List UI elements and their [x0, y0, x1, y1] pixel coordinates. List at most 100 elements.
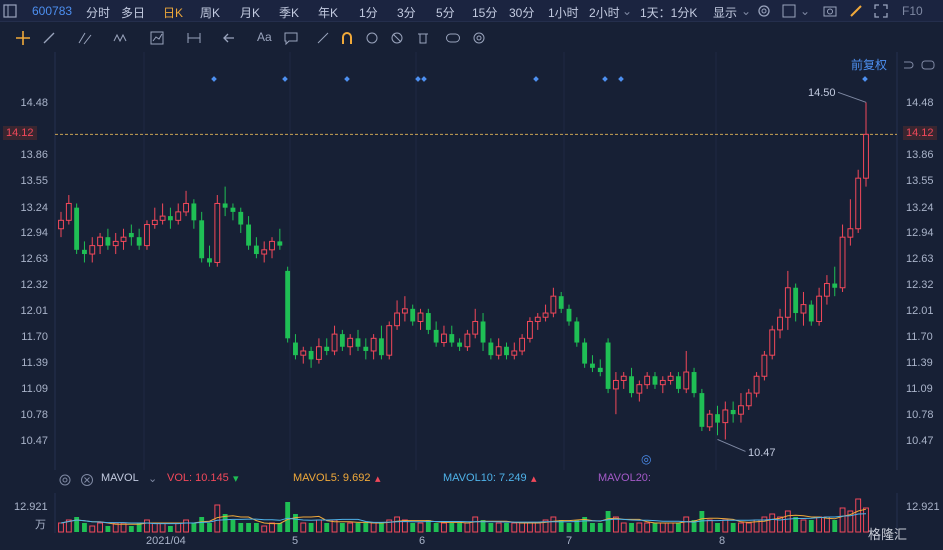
period-tab-1min[interactable]: 1分 — [359, 6, 378, 20]
candle[interactable] — [722, 409, 729, 424]
candle[interactable] — [612, 379, 619, 390]
candle[interactable] — [823, 283, 830, 297]
hide-icon[interactable] — [390, 31, 404, 45]
candle[interactable] — [324, 346, 330, 351]
candle[interactable] — [315, 346, 322, 360]
period-tab-15min[interactable]: 15分 — [472, 6, 498, 20]
candle[interactable] — [331, 333, 338, 352]
candle[interactable] — [293, 342, 298, 356]
indicator-close-icon[interactable] — [80, 473, 94, 487]
candle[interactable] — [629, 376, 634, 394]
candle[interactable] — [417, 312, 424, 322]
candle[interactable] — [652, 376, 658, 385]
event-marker[interactable] — [618, 76, 624, 82]
candle[interactable] — [425, 313, 431, 330]
candle[interactable] — [457, 342, 463, 347]
period-tab-quarterly[interactable]: 季K — [279, 6, 300, 20]
event-marker[interactable] — [421, 76, 427, 82]
text-tool[interactable]: Aa — [257, 30, 272, 44]
candle[interactable] — [191, 203, 197, 221]
candle[interactable] — [230, 207, 236, 212]
range-tool-icon[interactable] — [187, 31, 201, 45]
candle[interactable] — [82, 249, 87, 255]
candle[interactable] — [144, 224, 150, 247]
candle[interactable] — [808, 304, 814, 322]
chevron-down-icon[interactable]: ⌄ — [800, 4, 811, 18]
comment-icon[interactable] — [284, 31, 298, 45]
candle[interactable] — [777, 316, 783, 331]
candle[interactable] — [277, 241, 283, 246]
candle[interactable] — [839, 236, 846, 289]
wave-tool-icon[interactable] — [113, 31, 127, 45]
candle[interactable] — [745, 392, 752, 407]
indicator-settings-icon[interactable] — [58, 473, 72, 487]
candle[interactable] — [355, 338, 361, 347]
candle[interactable] — [58, 219, 64, 230]
candle[interactable] — [347, 337, 354, 348]
chevron-down-icon[interactable]: ⌄ — [622, 4, 633, 18]
candle[interactable] — [74, 207, 80, 250]
candle[interactable] — [793, 287, 799, 314]
candle[interactable] — [238, 211, 244, 225]
candle[interactable] — [222, 203, 228, 208]
candle[interactable] — [574, 321, 580, 343]
undo-icon[interactable] — [900, 58, 914, 72]
minimize-icon[interactable] — [921, 58, 935, 72]
period-tab-weekly[interactable]: 周K — [200, 6, 221, 20]
candle[interactable] — [691, 372, 697, 394]
candle[interactable] — [97, 236, 104, 247]
candle[interactable] — [89, 245, 96, 255]
candle[interactable] — [449, 334, 455, 343]
camera-icon[interactable] — [823, 4, 837, 18]
line-tool-icon[interactable] — [42, 31, 56, 45]
candle[interactable] — [527, 320, 533, 339]
candle[interactable] — [558, 296, 564, 309]
candle[interactable] — [379, 338, 384, 356]
candlestick-chart[interactable] — [0, 52, 943, 470]
candle[interactable] — [534, 316, 541, 322]
candle[interactable] — [480, 321, 486, 343]
period-tab-2hour[interactable]: 2小时 — [589, 6, 620, 20]
candle[interactable] — [488, 342, 494, 356]
candle[interactable] — [504, 346, 509, 356]
candle[interactable] — [659, 379, 666, 386]
chevron-down-icon[interactable]: ⌄ — [148, 473, 158, 485]
candle[interactable] — [300, 350, 307, 356]
candle[interactable] — [495, 346, 502, 356]
draw-settings-icon[interactable] — [472, 31, 486, 45]
checkbox-icon[interactable] — [782, 4, 796, 18]
magnet-icon[interactable] — [340, 31, 354, 45]
candle[interactable] — [550, 295, 557, 314]
f10-button[interactable]: F10 — [902, 4, 923, 18]
candle[interactable] — [401, 308, 408, 314]
candle[interactable] — [597, 367, 603, 373]
fullscreen-icon[interactable] — [874, 4, 888, 18]
candle[interactable] — [620, 375, 627, 381]
candle[interactable] — [730, 409, 736, 415]
candle[interactable] — [136, 237, 142, 246]
event-marker[interactable] — [602, 76, 608, 82]
candle[interactable] — [542, 312, 549, 318]
candle[interactable] — [855, 177, 862, 230]
candle[interactable] — [159, 215, 166, 221]
trash-icon[interactable] — [416, 31, 430, 45]
event-marker-icon[interactable]: ◎ — [641, 452, 652, 466]
candle[interactable] — [753, 375, 760, 394]
candle[interactable] — [800, 304, 807, 314]
toggle-icon[interactable] — [446, 31, 460, 45]
candle[interactable] — [363, 346, 369, 351]
candle[interactable] — [832, 283, 838, 288]
candle[interactable] — [105, 237, 111, 246]
candle[interactable] — [784, 287, 791, 318]
candle[interactable] — [582, 342, 588, 364]
chart-tool-icon[interactable] — [150, 31, 164, 45]
event-marker[interactable] — [533, 76, 539, 82]
candle[interactable] — [183, 202, 189, 213]
period-tab-fenshi[interactable]: 分时 — [86, 6, 111, 20]
candle[interactable] — [151, 219, 158, 226]
candle[interactable] — [370, 337, 377, 352]
period-tab-multiday[interactable]: 多日 — [121, 6, 146, 20]
chevron-down-icon[interactable]: ⌄ — [741, 4, 752, 18]
candle[interactable] — [128, 232, 134, 238]
candle[interactable] — [464, 333, 471, 348]
